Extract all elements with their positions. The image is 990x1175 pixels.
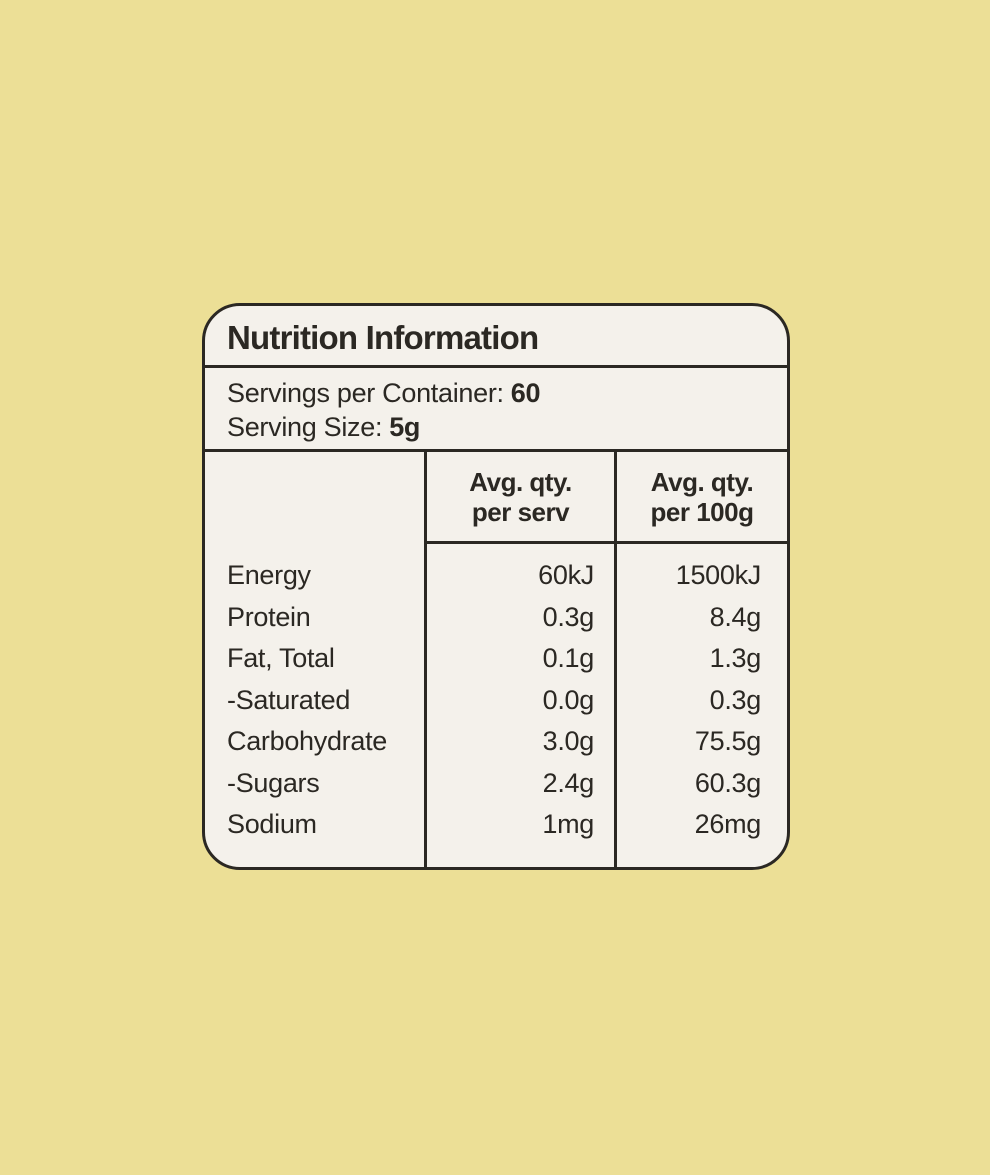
- table-row-value: 0.3g: [709, 684, 762, 715]
- serving-size-value: 5g: [389, 412, 421, 442]
- label-title-section: Nutrition Information: [205, 306, 787, 368]
- per-100g-header-line1: Avg. qty.: [650, 466, 754, 497]
- table-row-value: 1500kJ: [675, 560, 762, 590]
- serving-info-section: Servings per Container: 60 Serving Size: 5…: [205, 368, 787, 452]
- per-serving-header: Avg. qty. per serv: [427, 452, 614, 544]
- per-serving-header-line2: per serv: [471, 496, 570, 527]
- table-row-value: 0.3g: [542, 601, 595, 632]
- table-row-value: 75.5g: [694, 726, 761, 756]
- table-row-value: 60kJ: [538, 560, 594, 590]
- nutrient-name-column: Energy Protein Fat, Total -Saturated Car…: [205, 452, 424, 867]
- table-row-label: Protein: [227, 601, 311, 632]
- table-row-label: Energy: [227, 560, 311, 590]
- empty-header-cell: [205, 452, 424, 544]
- table-row-value: 3.0g: [542, 726, 595, 756]
- table-row-label: -Saturated: [227, 684, 351, 715]
- table-row-value: 8.4g: [709, 601, 762, 632]
- label-title: Nutrition Information: [227, 318, 539, 356]
- nutrition-label-card: Nutrition Information Servings per Conta…: [202, 303, 790, 870]
- nutrition-table: Energy Protein Fat, Total -Saturated Car…: [205, 452, 787, 867]
- table-row-label: Fat, Total: [227, 643, 335, 673]
- table-row-value: 26mg: [694, 809, 762, 839]
- per-serving-column: Avg. qty. per serv 60kJ 0.3g 0.1g 0.0g 3…: [424, 452, 614, 867]
- serving-size-line: Serving Size: 5g: [227, 410, 765, 444]
- servings-per-container-line: Servings per Container: 60: [227, 376, 765, 410]
- table-row-value: 0.1g: [542, 643, 595, 673]
- servings-per-container-label: Servings per Container:: [227, 378, 504, 408]
- table-row-value: 1.3g: [709, 643, 762, 673]
- per-100g-cells: 1500kJ 8.4g 1.3g 0.3g 75.5g 60.3g 26mg: [617, 544, 787, 846]
- table-row-label: Carbohydrate: [227, 726, 387, 756]
- serving-size-label: Serving Size:: [227, 412, 383, 442]
- table-row-value: 60.3g: [694, 767, 761, 798]
- table-row-value: 1mg: [542, 809, 594, 839]
- table-row-label: Sodium: [227, 809, 317, 839]
- nutrient-name-cells: Energy Protein Fat, Total -Saturated Car…: [205, 544, 424, 846]
- per-100g-header-line2: per 100g: [650, 496, 754, 527]
- per-serving-cells: 60kJ 0.3g 0.1g 0.0g 3.0g 2.4g 1mg: [427, 544, 614, 846]
- servings-per-container-value: 60: [510, 378, 541, 408]
- table-row-value: 0.0g: [542, 684, 595, 715]
- table-row-label: -Sugars: [227, 767, 320, 798]
- per-serving-header-line1: Avg. qty.: [469, 466, 572, 497]
- per-100g-column: Avg. qty. per 100g 1500kJ 8.4g 1.3g 0.3g…: [614, 452, 787, 867]
- table-row-value: 2.4g: [542, 767, 595, 798]
- per-100g-header: Avg. qty. per 100g: [617, 452, 787, 544]
